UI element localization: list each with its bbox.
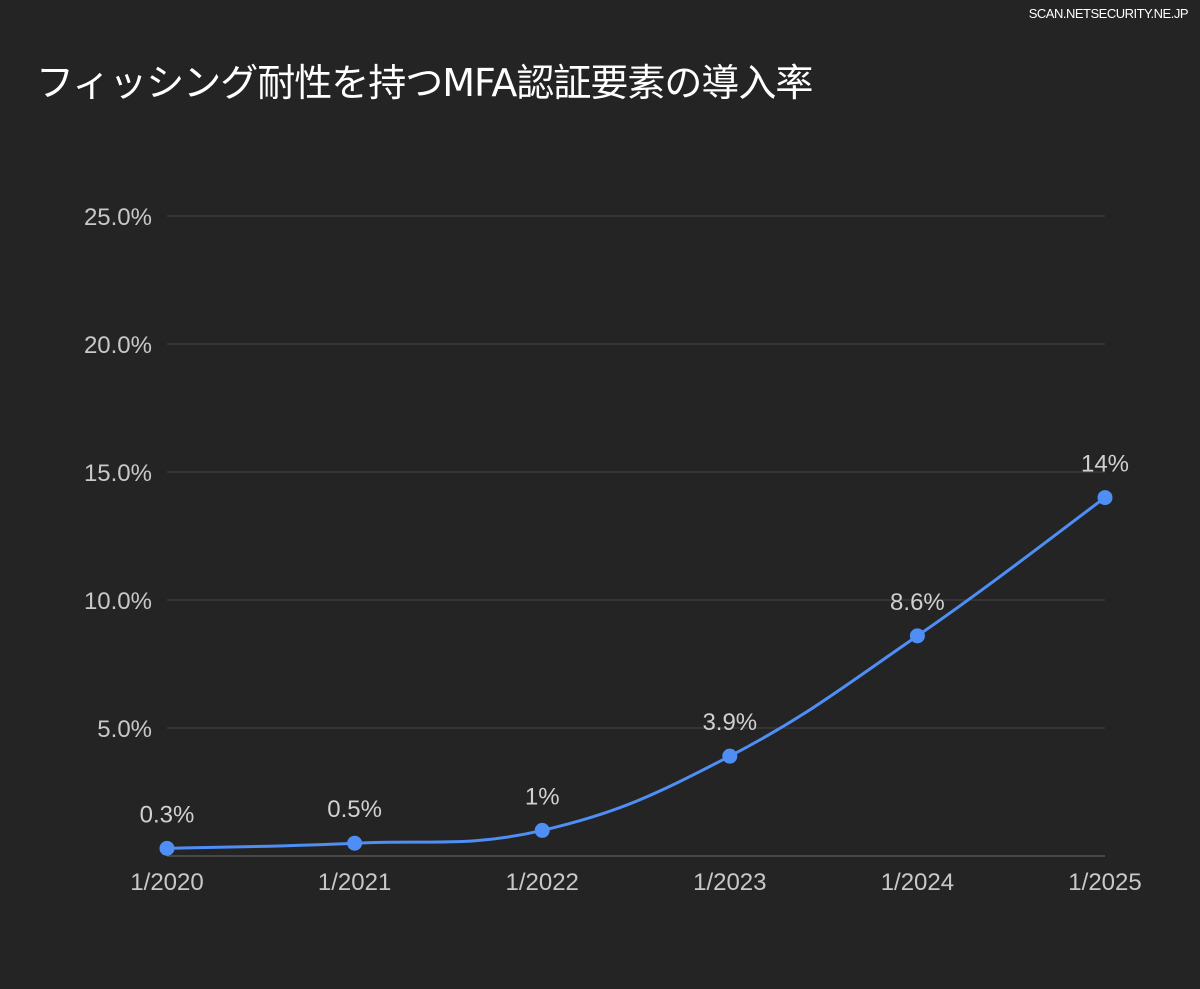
series-line [166,496,1106,850]
data-label: 3.9% [702,709,757,736]
x-tick-label: 1/2024 [881,869,954,896]
x-tick-label: 1/2023 [693,869,766,896]
x-tick-label: 1/2022 [505,869,578,896]
data-point [534,822,550,838]
y-tick-label: 10.0% [84,588,152,615]
y-tick-label: 25.0% [84,204,152,231]
data-point [1097,490,1113,506]
y-tick-label: 15.0% [84,460,152,487]
data-label: 0.3% [140,801,195,828]
data-label: 0.5% [327,796,382,823]
chart-title: フィッシング耐性を持つMFA認証要素の導入率 [36,61,813,105]
data-label: 1% [525,783,560,810]
data-point [347,835,363,851]
x-tick-label: 1/2020 [130,869,203,896]
x-tick-label: 1/2021 [318,869,391,896]
watermark: SCAN.NETSECURITY.NE.JP [1028,6,1189,21]
data-label: 14% [1081,451,1129,478]
y-tick-label: 5.0% [97,716,152,743]
data-point [722,748,738,764]
x-tick-label: 1/2025 [1068,869,1141,896]
data-label: 8.6% [890,589,945,616]
y-tick-label: 20.0% [84,332,152,359]
data-point [909,628,925,644]
data-point [159,840,175,856]
